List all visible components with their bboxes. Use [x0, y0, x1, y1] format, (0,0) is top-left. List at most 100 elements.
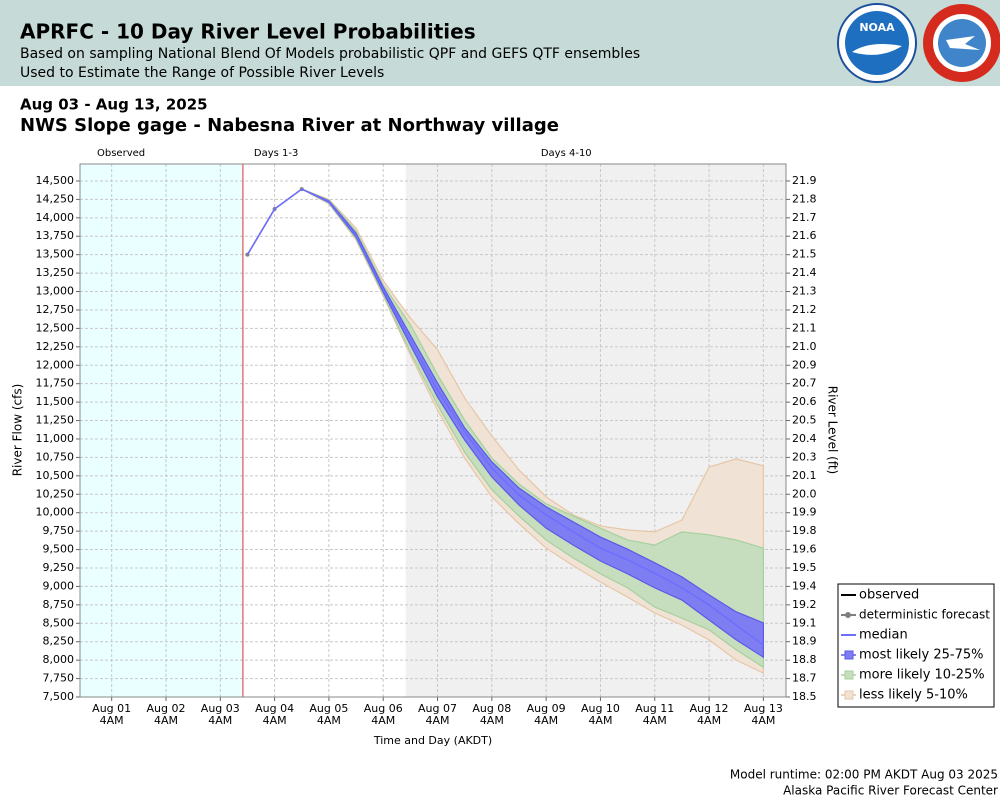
y2-tick-label: 19.4	[792, 579, 817, 592]
y-tick-label: 13,250	[36, 266, 75, 279]
title: APRFC - 10 Day River Level Probabilities	[20, 20, 476, 44]
y2-tick-label: 19.6	[792, 543, 817, 556]
x-tick-label: 4AM	[588, 714, 612, 727]
noaa-logo: NOAA	[837, 3, 917, 83]
x-tick-label: 4AM	[534, 714, 558, 727]
legend-swatch	[845, 612, 851, 618]
x-tick-label: Aug 13	[744, 702, 783, 715]
footer: Alaska Pacific River Forecast Center	[783, 784, 998, 798]
y-axis-label: River Flow (cfs)	[11, 384, 25, 477]
y-tick-label: 11,750	[36, 377, 75, 390]
x-tick-label: 4AM	[263, 714, 287, 727]
y-tick-label: 10,000	[36, 506, 75, 519]
chart-title: NWS Slope gage - Nabesna River at Northw…	[20, 115, 559, 136]
y2-tick-label: 18.9	[792, 635, 817, 648]
y-tick-label: 11,500	[36, 395, 75, 408]
y2-tick-label: 19.1	[792, 616, 817, 629]
y-tick-label: 8,250	[43, 635, 75, 648]
y-tick-label: 8,750	[43, 598, 75, 611]
legend-label: more likely 10-25%	[859, 668, 985, 683]
y-tick-label: 7,750	[43, 672, 75, 685]
x-tick-label: 4AM	[100, 714, 124, 727]
y-tick-label: 8,500	[43, 616, 75, 629]
y-tick-label: 10,750	[36, 450, 75, 463]
series-line	[246, 188, 764, 646]
y-tick-label: 14,000	[36, 211, 75, 224]
y-tick-label: 12,250	[36, 340, 75, 353]
y-tick-label: 12,500	[36, 321, 75, 334]
x-tick-label: 4AM	[751, 714, 775, 727]
x-tick-label: Aug 07	[418, 702, 457, 715]
legend-swatch	[844, 690, 854, 700]
y2-tick-label: 20.9	[792, 358, 817, 371]
section-label: Days 1-3	[254, 148, 298, 159]
nws-logo	[923, 4, 1000, 82]
subtitle: Used to Estimate the Range of Possible R…	[20, 65, 384, 81]
x-tick-label: 4AM	[208, 714, 232, 727]
x-tick-label: Aug 03	[201, 702, 240, 715]
x-tick-label: Aug 01	[92, 702, 131, 715]
y2-tick-label: 21.7	[792, 211, 817, 224]
y2-tick-label: 20.5	[792, 414, 817, 427]
x-tick-label: 4AM	[317, 714, 341, 727]
y2-tick-label: 18.5	[792, 690, 817, 703]
y2-tick-label: 20.1	[792, 469, 817, 482]
legend-label: median	[859, 628, 908, 643]
y-tick-label: 9,750	[43, 524, 75, 537]
x-tick-label: Aug 06	[364, 702, 403, 715]
logo-text: NOAA	[859, 21, 895, 34]
y2-axis-label: River Level (ft)	[826, 386, 840, 474]
y-tick-label: 9,500	[43, 543, 75, 556]
x-tick-label: Aug 08	[472, 702, 511, 715]
legend-swatch	[844, 670, 854, 680]
x-tick-label: 4AM	[643, 714, 667, 727]
y2-tick-label: 19.9	[792, 506, 817, 519]
x-tick-label: Aug 12	[690, 702, 729, 715]
footer: Model runtime: 02:00 PM AKDT Aug 03 2025	[730, 768, 998, 782]
y-tick-label: 10,500	[36, 469, 75, 482]
x-tick-label: 4AM	[154, 714, 178, 727]
x-tick-label: 4AM	[371, 714, 395, 727]
y-tick-label: 8,000	[43, 653, 75, 666]
legend: observed deterministic forecast median most…	[837, 583, 995, 708]
header-band	[0, 0, 1000, 86]
y-tick-label: 13,500	[36, 248, 75, 261]
y2-tick-label: 20.4	[792, 432, 817, 445]
legend-label: most likely 25-75%	[859, 648, 983, 663]
y2-tick-label: 21.5	[792, 248, 817, 261]
section	[80, 164, 243, 697]
y-tick-label: 11,000	[36, 432, 75, 445]
x-tick-label: Aug 05	[309, 702, 348, 715]
y2-tick-label: 20.6	[792, 395, 817, 408]
y2-tick-label: 21.9	[792, 174, 817, 187]
y-tick-label: 12,750	[36, 303, 75, 316]
y-tick-label: 13,750	[36, 229, 75, 242]
y-tick-label: 14,500	[36, 174, 75, 187]
y-tick-label: 12,000	[36, 358, 75, 371]
subtitle: Based on sampling National Blend Of Mode…	[20, 46, 640, 62]
y2-tick-label: 21.6	[792, 229, 817, 242]
y2-tick-label: 19.8	[792, 524, 817, 537]
section-label: Days 4-10	[541, 148, 592, 159]
y-tick-label: 13,000	[36, 285, 75, 298]
y2-tick-label: 18.7	[792, 672, 817, 685]
y-tick-label: 9,250	[43, 561, 75, 574]
x-tick-label: Aug 11	[635, 702, 674, 715]
date-range: Aug 03 - Aug 13, 2025	[20, 96, 208, 114]
band	[246, 188, 764, 659]
y-tick-label: 7,500	[43, 690, 75, 703]
x-tick-label: Aug 09	[527, 702, 566, 715]
legend-swatch	[844, 650, 854, 660]
y-tick-label: 10,250	[36, 487, 75, 500]
y2-tick-label: 19.5	[792, 561, 817, 574]
x-tick-label: 4AM	[480, 714, 504, 727]
y2-tick-label: 20.3	[792, 450, 817, 463]
plot-border	[79, 163, 787, 698]
legend-label: deterministic forecast	[859, 608, 990, 622]
y2-tick-label: 21.3	[792, 285, 817, 298]
y2-tick-label: 21.4	[792, 266, 817, 279]
section	[242, 164, 406, 697]
y2-tick-label: 21.1	[792, 321, 817, 334]
y-tick-label: 14,250	[36, 192, 75, 205]
legend-box	[837, 583, 995, 708]
